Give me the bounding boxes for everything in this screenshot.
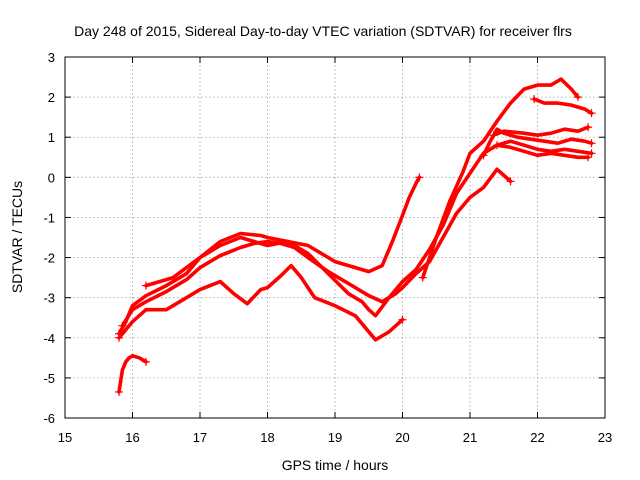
y-tick-label: -5 [43,371,55,386]
series-markers [145,177,420,287]
y-tick-label: -4 [43,331,55,346]
x-tick-label: 16 [125,430,139,445]
series-line [117,139,594,336]
y-tick-label: -3 [43,291,55,306]
x-axis-label: GPS time / hours [282,457,389,473]
x-tick-label: 17 [193,430,207,445]
series-track [118,167,515,330]
x-tick-label: 18 [260,430,274,445]
series-line [117,263,405,342]
series-track [115,353,150,396]
series-markers [121,168,511,327]
series-markers [482,128,592,156]
y-tick-label: -2 [43,251,55,266]
series-line [144,175,422,288]
y-tick-label: -1 [43,210,55,225]
series-markers [422,78,579,278]
y-tick-label: 2 [48,90,55,105]
series-track [418,77,582,282]
series-track [142,173,424,290]
series-markers [118,264,403,341]
y-tick-label: 0 [48,170,55,185]
x-tick-label: 20 [395,430,409,445]
series-markers [493,126,589,136]
y-tick-label: 3 [48,50,55,65]
y-tick-label: 1 [48,130,55,145]
series-line [532,97,594,115]
data-series [115,77,596,396]
x-tick-label: 21 [463,430,477,445]
series-markers [496,144,589,158]
x-tick-label: 19 [328,430,342,445]
y-axis-label: SDTVAR / TECUs [9,181,25,293]
series-line [420,77,580,280]
x-tick-label: 23 [598,430,612,445]
x-tick-label: 22 [530,430,544,445]
series-markers [118,140,592,335]
series-track [489,123,593,140]
chart-title: Day 248 of 2015, Sidereal Day-to-day VTE… [74,23,572,39]
x-tick-label: 15 [58,430,72,445]
series-track [493,141,593,162]
series-markers [118,355,147,392]
series-track [115,139,596,338]
y-tick-label: -6 [43,411,55,426]
series-track [530,95,596,118]
